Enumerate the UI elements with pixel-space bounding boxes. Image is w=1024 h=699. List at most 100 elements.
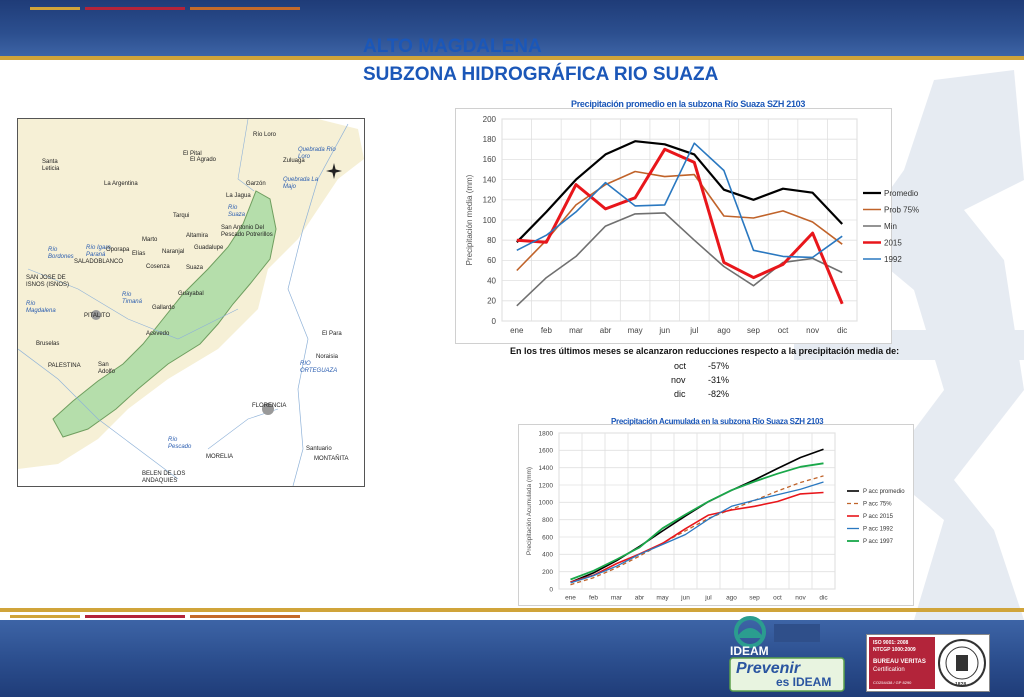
map-drawing — [18, 119, 364, 486]
map-label: FLORENCIA — [252, 403, 287, 409]
legend-label: 1992 — [884, 255, 902, 264]
map-label: SALADOBLANCO — [74, 259, 124, 265]
ideam-slogan-line-1: Prevenir — [736, 660, 801, 677]
legend-label: P acc 1997 — [863, 539, 894, 545]
series-line-4 — [516, 147, 844, 305]
legend-label: 2015 — [884, 238, 902, 247]
series-line-2 — [570, 475, 824, 586]
x-tick-label: may — [656, 595, 669, 602]
y-tick-label: 60 — [487, 256, 496, 265]
reduction-month: dic — [674, 389, 686, 399]
map-label: Quebrada La Majo — [283, 177, 319, 190]
y-tick-label: 1200 — [539, 482, 554, 489]
reduction-value: -57% — [708, 361, 730, 371]
bv-line-2: NTCGP 1000:2009 — [873, 647, 916, 653]
map-label: Río Suaza — [228, 205, 246, 218]
y-tick-label: 200 — [483, 115, 497, 124]
ideam-slogan-line-2: es IDEAM — [776, 675, 832, 689]
map-label: San Antonio Del Pescado Potrerillos — [221, 225, 273, 238]
x-tick-label: ene — [565, 595, 576, 602]
map-label: El Agrado — [190, 157, 217, 163]
x-tick-label: sep — [747, 326, 760, 335]
basin-map: Río Loro Quebrada Río Loro Zuluaga El Pi… — [17, 118, 365, 487]
legend-label: P acc promedio — [863, 489, 905, 495]
map-label: Marto — [142, 237, 158, 243]
y-tick-label: 0 — [549, 586, 553, 593]
y-tick-label: 800 — [542, 517, 553, 524]
map-label: La Jagua — [226, 193, 251, 199]
x-tick-label: jul — [704, 595, 712, 602]
map-label: Naranjal — [162, 249, 185, 255]
chart-2-title: Precipitación Acumulada en la subzona Rí… — [611, 417, 824, 426]
series-line-5 — [570, 462, 824, 581]
reduction-month: nov — [671, 375, 686, 385]
x-tick-label: jun — [680, 595, 690, 602]
series-line-4 — [570, 481, 824, 584]
average-precipitation-chart-card: Precipitación promedio en la subzona Río… — [455, 99, 919, 344]
map-label: PITALITO — [84, 313, 111, 319]
x-tick-label: may — [628, 326, 643, 335]
map-label: Bruselas — [36, 341, 60, 347]
y-tick-label: 0 — [492, 317, 497, 326]
map-label: Guadalupe — [194, 245, 224, 251]
y-tick-label: 180 — [483, 135, 497, 144]
x-tick-label: mar — [611, 595, 623, 602]
reduction-month: oct — [674, 361, 687, 371]
map-label: Gallardo — [152, 305, 175, 311]
map-label: Río Igara Paraná — [86, 245, 111, 258]
x-tick-label: mar — [569, 326, 583, 335]
footer-gold-line — [0, 608, 1024, 612]
bureau-veritas-emblem-icon — [869, 637, 986, 689]
x-tick-label: dic — [819, 595, 828, 602]
footer-band — [0, 620, 1024, 697]
x-tick-label: jun — [658, 326, 670, 335]
map-label: La Argentina — [104, 181, 138, 187]
bureau-veritas-logo: ISO 9001: 2008 NTCGP 1000:2009 BUREAU VE… — [866, 634, 990, 692]
map-label: Río Timaná — [122, 292, 142, 305]
map-label: El Para — [322, 331, 342, 337]
map-label: MONTAÑITA — [314, 456, 349, 462]
x-tick-label: abr — [635, 595, 645, 602]
chart-1-title: Precipitación promedio en la subzona Río… — [571, 99, 806, 109]
header-stripes — [30, 7, 300, 10]
reduction-value: -31% — [708, 375, 730, 385]
series-line-5 — [516, 142, 843, 259]
map-label: Elías — [132, 251, 146, 257]
x-tick-label: sep — [749, 595, 760, 602]
ideam-emblem-icon — [729, 616, 845, 692]
map-label: Noraisia — [316, 354, 339, 360]
y-tick-label: 1800 — [539, 430, 554, 437]
map-label: Acevedo — [146, 331, 170, 337]
map-label: Quebrada Río Loro — [298, 147, 336, 160]
y-tick-label: 120 — [483, 196, 497, 205]
y-axis-label: Precipitación Acumulada (mm) — [526, 467, 533, 555]
map-label: Guayabal — [178, 291, 204, 297]
x-tick-label: oct — [778, 326, 789, 335]
reduction-summary: En los tres últimos meses se alcanzaron … — [510, 346, 900, 356]
x-tick-label: feb — [589, 595, 598, 602]
x-tick-label: jul — [689, 326, 698, 335]
footer-stripes — [10, 615, 300, 618]
x-tick-label: feb — [541, 326, 553, 335]
average-precipitation-chart: 0 20 40 60 80 100 120 140 160 180 200 ene feb mar abr m… — [465, 115, 919, 335]
map-label: BELEN DE LOS ANDAQUIES — [142, 471, 186, 484]
map-label: Suaza — [186, 265, 204, 271]
legend-label: P acc 75% — [863, 502, 892, 508]
bv-year: 1828 — [955, 682, 967, 688]
series-line-3 — [570, 491, 824, 583]
map-label: SAN JOSE DE ISNOS (ISNOS) — [26, 275, 70, 288]
y-axis-label: Precipitación media (mm) — [465, 174, 474, 265]
map-label: El Pital — [183, 151, 202, 157]
map-label: MORELIA — [206, 454, 234, 460]
x-tick-label: ago — [726, 595, 737, 602]
bv-line-3: BUREAU VERITAS — [873, 659, 926, 665]
bv-line-1: ISO 9001: 2008 — [873, 640, 909, 646]
map-label: Río Bordones — [48, 247, 74, 260]
reduction-value: -82% — [708, 389, 730, 399]
y-tick-label: 100 — [483, 216, 497, 225]
map-label: Río Magdalena — [26, 301, 56, 314]
map-label: Altamira — [186, 233, 209, 239]
bv-line-4: Certification — [873, 667, 905, 673]
map-label: PALESTINA — [48, 363, 81, 369]
x-tick-label: abr — [600, 326, 612, 335]
